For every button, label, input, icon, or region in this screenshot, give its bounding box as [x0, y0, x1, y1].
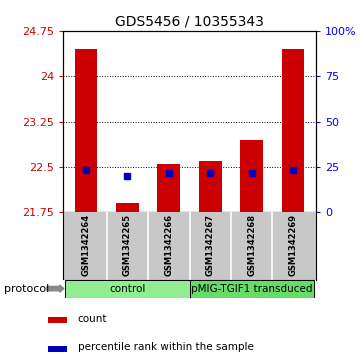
- Text: GSM1342266: GSM1342266: [164, 213, 173, 276]
- Text: protocol: protocol: [4, 284, 49, 294]
- Bar: [116, 203, 139, 212]
- Bar: [65, 280, 190, 298]
- Text: control: control: [109, 284, 145, 294]
- Text: pMIG-TGIF1 transduced: pMIG-TGIF1 transduced: [191, 284, 312, 294]
- Text: percentile rank within the sample: percentile rank within the sample: [78, 342, 253, 352]
- Bar: [75, 49, 97, 212]
- Bar: [48, 317, 67, 323]
- Text: GSM1342265: GSM1342265: [123, 213, 132, 276]
- Text: GSM1342264: GSM1342264: [82, 213, 91, 276]
- Bar: [240, 140, 263, 212]
- Bar: [199, 161, 222, 212]
- Text: GSM1342269: GSM1342269: [288, 213, 297, 276]
- Text: GSM1342267: GSM1342267: [206, 213, 215, 276]
- Text: count: count: [78, 314, 107, 324]
- Bar: [48, 346, 67, 352]
- Bar: [157, 164, 180, 212]
- Title: GDS5456 / 10355343: GDS5456 / 10355343: [115, 14, 264, 28]
- Bar: [282, 49, 304, 212]
- Text: GSM1342268: GSM1342268: [247, 213, 256, 276]
- Bar: [190, 280, 314, 298]
